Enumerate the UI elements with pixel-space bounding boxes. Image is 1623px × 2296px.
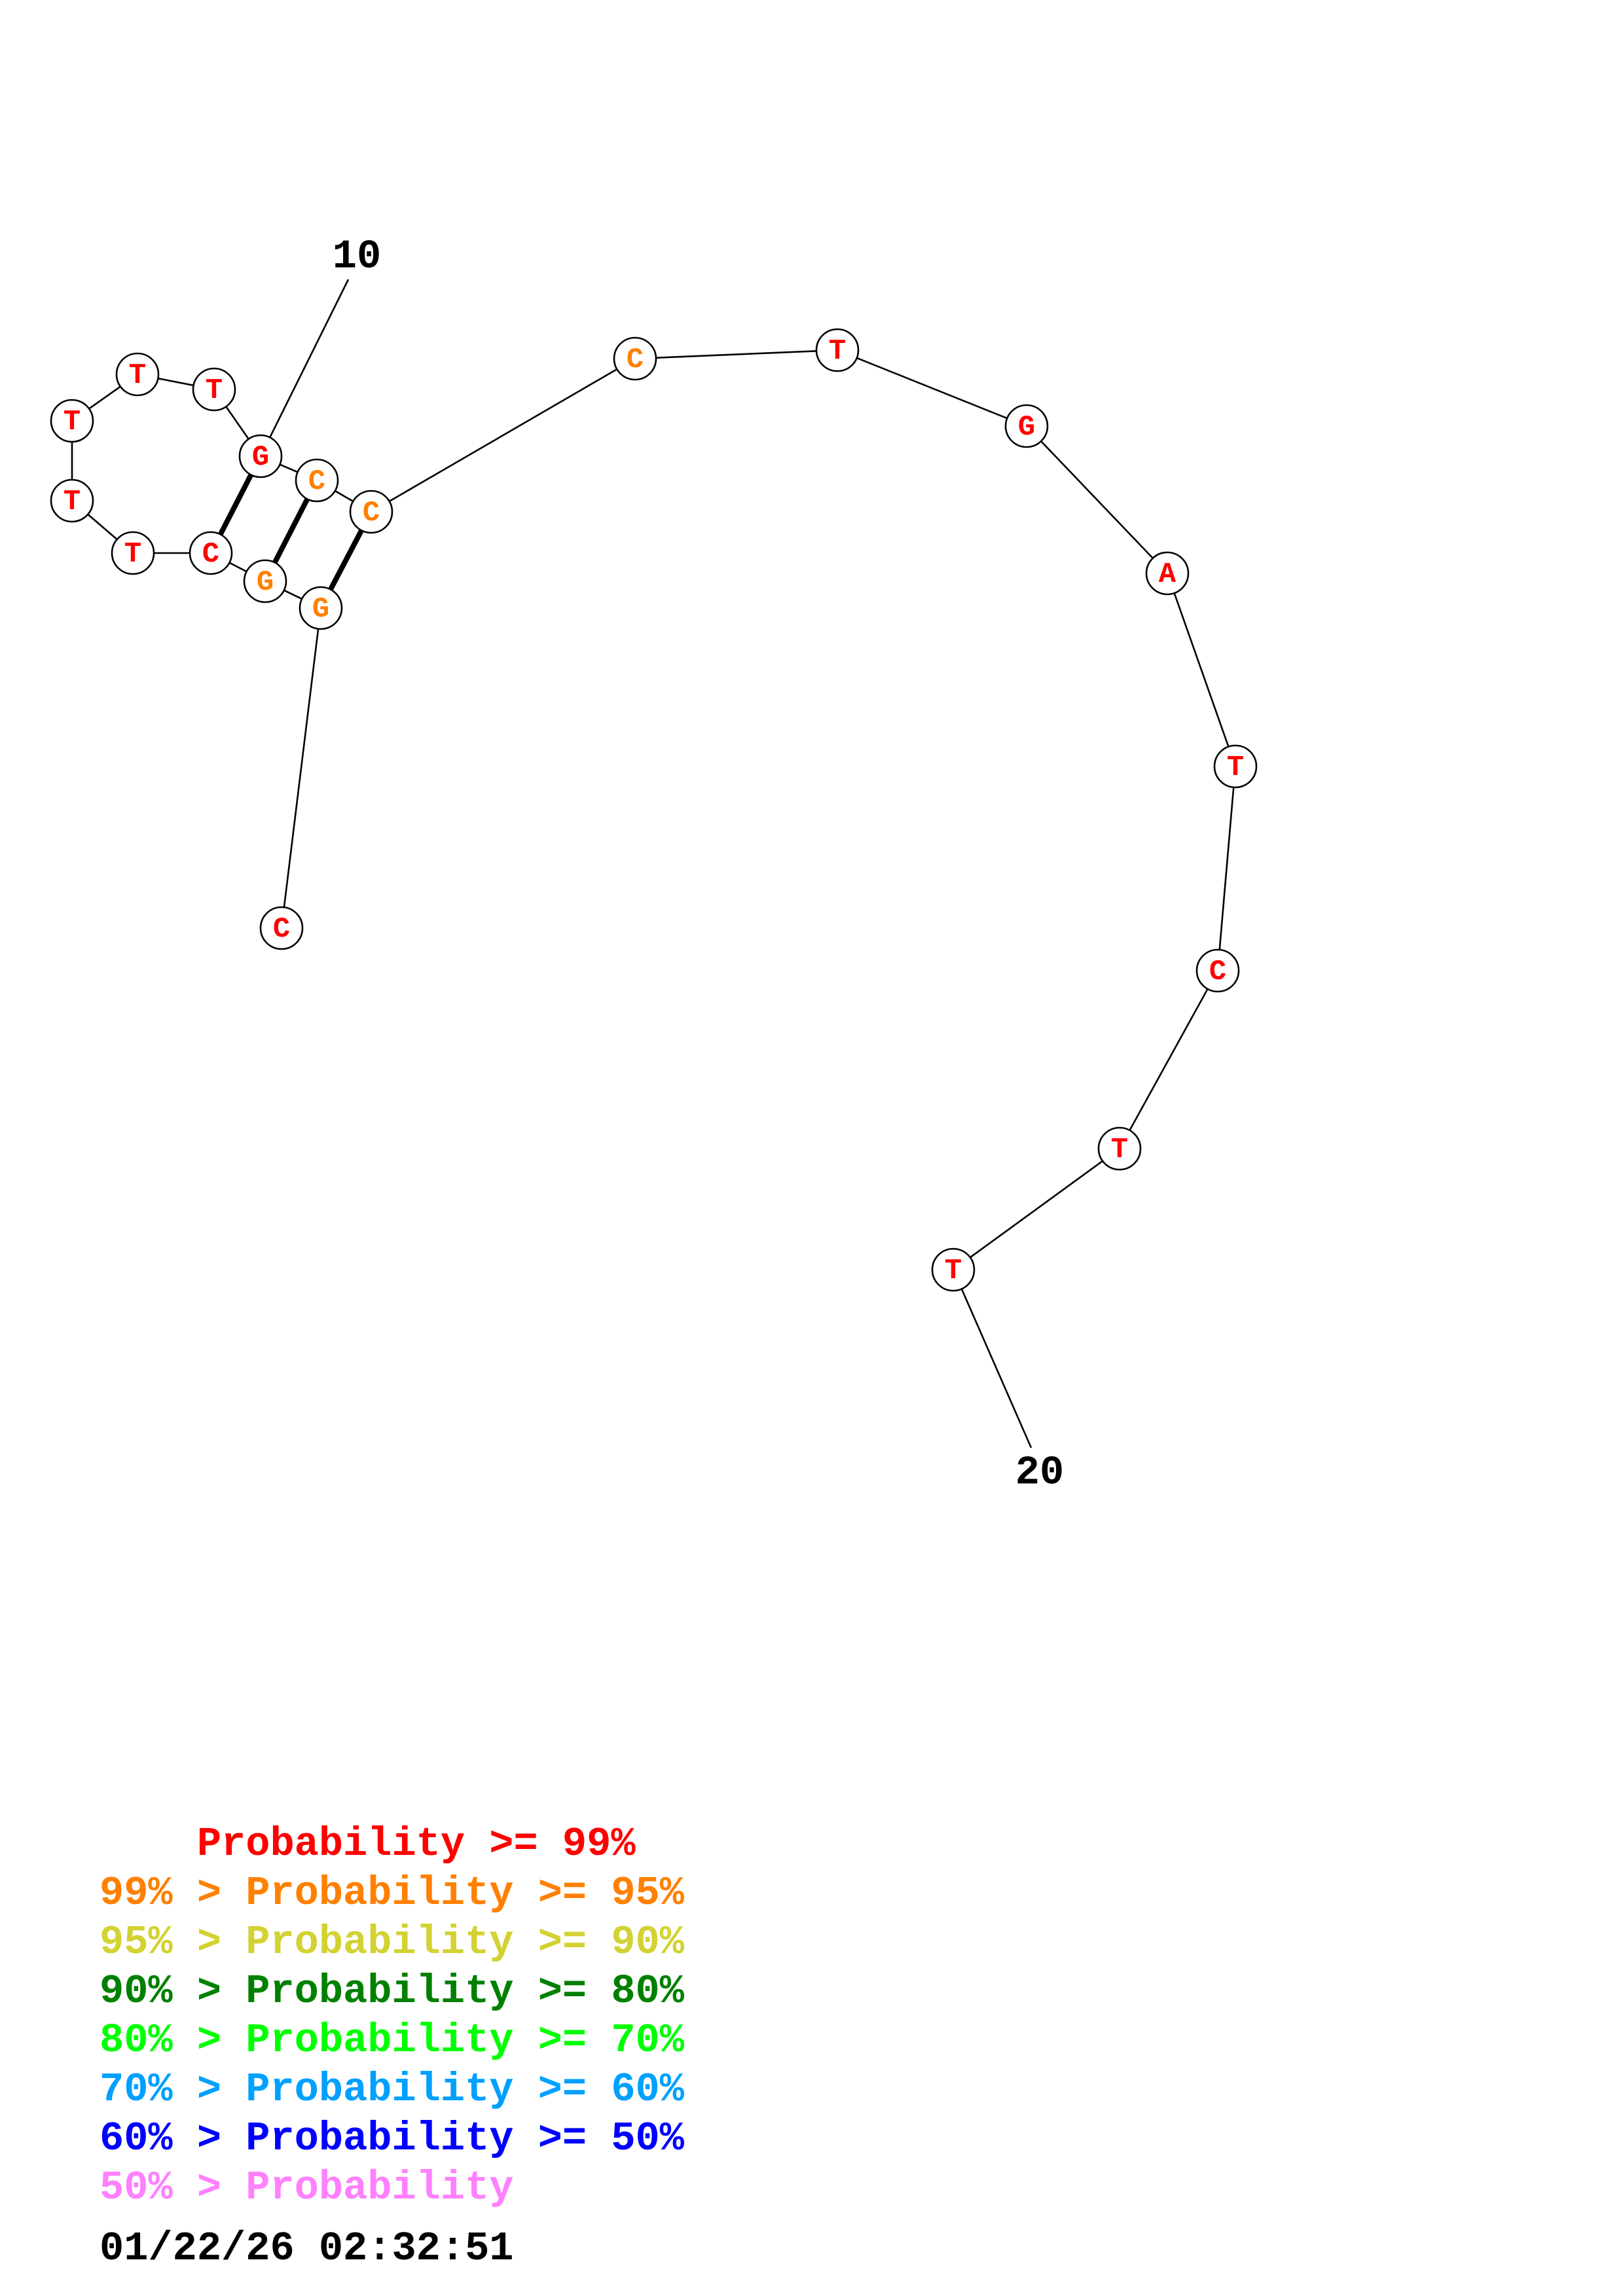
nucleotide-letter: T <box>1111 1134 1128 1166</box>
index-leader-line <box>960 1288 1032 1448</box>
backbone-segment <box>87 513 118 541</box>
backbone-segment <box>970 1160 1103 1259</box>
nucleotide-14: T <box>815 328 860 372</box>
nucleotide-15: G <box>1004 404 1049 448</box>
timestamp: 01/22/26 02:32:51 <box>100 2225 514 2272</box>
nucleotide-circle <box>243 559 287 603</box>
nucleotide-19: T <box>1097 1126 1142 1171</box>
nucleotide-letter: C <box>627 344 644 376</box>
nucleotide-circle <box>1213 744 1258 789</box>
base-pair-bond <box>328 529 364 591</box>
legend-entry-95-90: 95% > Probability >= 90% <box>100 1919 684 1965</box>
backbone-segment <box>228 562 247 573</box>
nucleotide-circle <box>613 336 657 381</box>
nucleotide-circle <box>111 531 155 575</box>
nucleotide-4: C <box>189 531 233 575</box>
backbone-segment <box>1040 440 1154 559</box>
base-pair-bond <box>218 473 253 536</box>
nucleotide-letter: C <box>1209 956 1226 988</box>
legend-entry-90-80: 90% > Probability >= 80% <box>100 1968 684 2015</box>
nucleotide-circle <box>295 458 339 503</box>
legend-entry-ge-99: Probability >= 99% <box>100 1821 636 1867</box>
index-leader-line <box>269 279 350 438</box>
nucleotide-letter: G <box>312 593 329 626</box>
nucleotide-9: T <box>192 367 236 412</box>
probability-legend: Probability >= 99% 99% > Probability >= … <box>100 1820 684 2212</box>
nucleotide-letter: T <box>206 374 223 407</box>
nucleotide-11: C <box>295 458 339 503</box>
nucleotide-letter: T <box>829 335 846 368</box>
legend-entry-80-70: 80% > Probability >= 70% <box>100 2017 684 2064</box>
backbone-segment <box>1129 988 1209 1131</box>
nucleotide-letter: G <box>252 441 269 474</box>
backbone-segment <box>283 628 319 908</box>
nucleotide-letter: T <box>64 406 81 439</box>
nucleotide-circle <box>931 1247 976 1292</box>
base-pair-bond <box>272 497 310 564</box>
nucleotide-circle <box>238 434 283 478</box>
backbone-segment <box>1218 787 1235 950</box>
nucleotide-16: A <box>1145 551 1190 596</box>
nucleotide-circle <box>50 399 94 443</box>
nucleotide-7: T <box>50 399 94 443</box>
nucleotide-letter: T <box>129 359 146 392</box>
nucleotide-13: C <box>613 336 657 381</box>
nucleotide-letter: A <box>1159 558 1176 591</box>
legend-entry-60-50: 60% > Probability >= 50% <box>100 2115 684 2162</box>
nucleotide-circle <box>1195 948 1240 993</box>
nucleotide-17: T <box>1213 744 1258 789</box>
nucleotide-8: T <box>115 352 160 397</box>
nucleotide-2: G <box>299 586 343 630</box>
backbone-segment <box>1173 592 1230 747</box>
nucleotide-circle <box>50 478 94 523</box>
backbone-segment <box>225 406 249 440</box>
nucleotide-layer: C G G C T T T T T G C C C T G A T C T T <box>50 328 1258 1292</box>
nucleotide-letter: G <box>257 566 274 599</box>
nucleotide-circle <box>349 490 393 534</box>
index-label-layer: 10 20 <box>269 234 1064 1496</box>
backbone-segment <box>158 377 194 387</box>
index-label-20: 20 <box>1015 1450 1064 1496</box>
legend-entry-lt-50: 50% > Probability <box>100 2164 514 2211</box>
nucleotide-6: T <box>50 478 94 523</box>
nucleotide-circle <box>1097 1126 1142 1171</box>
nucleotide-circle <box>1004 404 1049 448</box>
nucleotide-circle <box>299 586 343 630</box>
nucleotide-18: C <box>1195 948 1240 993</box>
nucleotide-letter: C <box>308 465 325 498</box>
backbone-segment <box>283 589 302 600</box>
backbone-layer <box>71 350 1235 1259</box>
backbone-segment <box>335 490 354 503</box>
nucleotide-letter: C <box>273 913 290 946</box>
nucleotide-circle <box>115 352 160 397</box>
nucleotide-5: T <box>111 531 155 575</box>
nucleotide-letter: T <box>124 538 141 571</box>
nucleotide-circle <box>259 906 304 950</box>
nucleotide-3: G <box>243 559 287 603</box>
legend-entry-99-95: 99% > Probability >= 95% <box>100 1870 684 1916</box>
index-label-10: 10 <box>333 234 381 280</box>
nucleotide-12: C <box>349 490 393 534</box>
nucleotide-letter: C <box>363 497 380 529</box>
backbone-segment <box>655 350 817 359</box>
nucleotide-circle <box>1145 551 1190 596</box>
base-pair-layer <box>218 473 364 591</box>
nucleotide-letter: G <box>1018 411 1035 444</box>
nucleotide-circle <box>815 328 860 372</box>
nucleotide-1: C <box>259 906 304 950</box>
nucleotide-circle <box>192 367 236 412</box>
backbone-segment <box>856 357 1008 420</box>
nucleotide-20: T <box>931 1247 976 1292</box>
backbone-segment <box>389 368 617 503</box>
backbone-segment <box>279 463 299 473</box>
nucleotide-letter: C <box>202 538 219 571</box>
nucleotide-letter: T <box>64 486 81 518</box>
nucleotide-letter: T <box>945 1255 962 1287</box>
nucleotide-10: G <box>238 434 283 478</box>
backbone-segment <box>88 386 121 410</box>
nucleotide-circle <box>189 531 233 575</box>
legend-entry-70-60: 70% > Probability >= 60% <box>100 2066 684 2113</box>
nucleotide-letter: T <box>1227 751 1244 784</box>
